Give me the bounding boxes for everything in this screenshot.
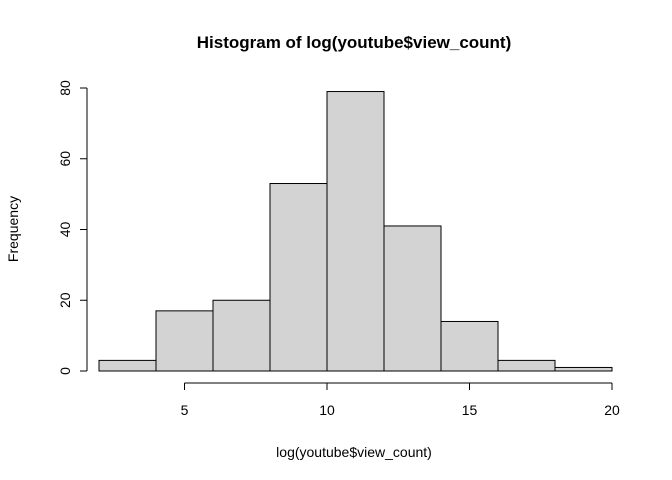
histogram-bar-4	[326, 91, 385, 372]
x-tick-label-10: 10	[319, 402, 335, 418]
x-axis-label: log(youtube$view_count)	[276, 444, 432, 460]
histogram-bar-2	[212, 299, 271, 372]
x-tick-label-15: 15	[462, 402, 478, 418]
y-tick-label-0: 0	[57, 367, 73, 375]
y-axis: 0 20 40 60 80	[57, 80, 88, 375]
x-axis: 5 10 15 20	[181, 382, 620, 418]
histogram-bar-5	[383, 225, 442, 372]
histogram-bar-7	[497, 359, 556, 372]
histogram-bar-3	[269, 183, 328, 372]
histogram-bar-6	[440, 320, 499, 372]
y-tick-label-40: 40	[57, 222, 73, 238]
histogram-bar-0	[98, 359, 157, 372]
y-axis-label: Frequency	[5, 196, 21, 262]
x-tick-label-5: 5	[181, 402, 189, 418]
histogram-bar-1	[155, 310, 214, 372]
y-tick-label-80: 80	[57, 80, 73, 96]
histogram-bars	[98, 91, 613, 372]
histogram-bar-8	[554, 366, 613, 372]
y-tick-label-20: 20	[57, 292, 73, 308]
x-tick-label-20: 20	[604, 402, 620, 418]
y-tick-label-60: 60	[57, 151, 73, 167]
chart-title: Histogram of log(youtube$view_count)	[197, 33, 512, 52]
